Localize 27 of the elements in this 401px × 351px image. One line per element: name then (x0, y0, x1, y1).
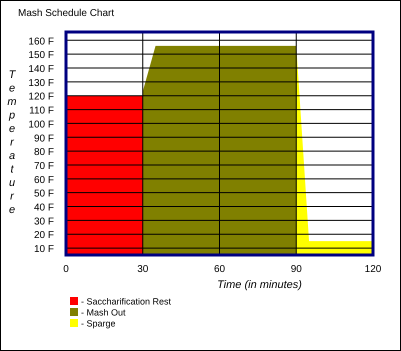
y-tick-label: 40 F (34, 202, 54, 214)
x-tick-label: 30 (137, 264, 149, 275)
text: Temperature (7, 69, 17, 216)
y-tick-label: 90 F (34, 133, 54, 144)
y-tick-label: 80 F (34, 147, 54, 158)
legend-label: - Mash Out (81, 308, 126, 318)
y-tick-label: 140 F (28, 64, 54, 76)
chart-title: Mash Schedule Chart (18, 8, 114, 19)
x-axis-title: Time (in minutes) (217, 279, 302, 291)
y-tick-label: 70 F (34, 160, 54, 172)
y-tick-label: 50 F (34, 188, 54, 200)
y-tick-label: 110 F (29, 106, 54, 117)
y-tick-label: 10 F (34, 244, 54, 256)
y-tick-label: 20 F (34, 230, 54, 242)
y-tick-label: 130 F (28, 78, 54, 89)
y-tick-label: 150 F (28, 50, 54, 62)
y-tick-label: 30 F (34, 216, 54, 228)
x-tick-label: 90 (290, 264, 302, 275)
legend-label: - Sparge (81, 318, 116, 328)
legend-label: - Saccharification Rest (81, 296, 172, 306)
x-tick-label: 60 (214, 264, 226, 275)
y-tick-label: 100 F (28, 119, 54, 130)
y-tick-label: 120 F (28, 92, 54, 103)
y-tick-label: 160 F (28, 36, 54, 48)
x-tick-label: 0 (63, 264, 70, 275)
y-tick-label: 60 F (34, 174, 54, 186)
x-tick-label: 120 (364, 264, 382, 275)
